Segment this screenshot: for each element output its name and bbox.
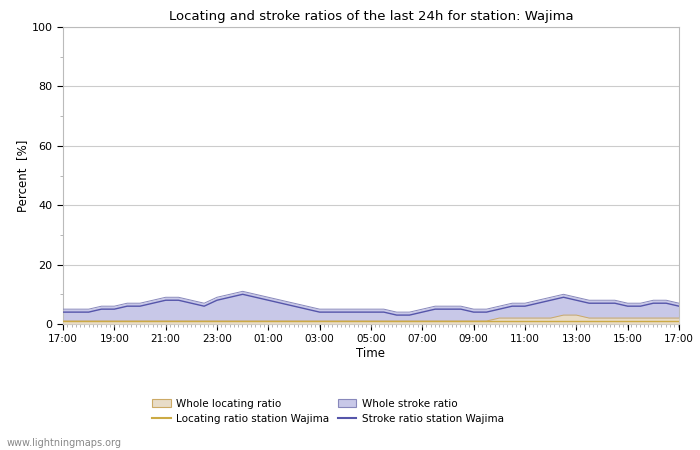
- X-axis label: Time: Time: [356, 347, 386, 360]
- Y-axis label: Percent  [%]: Percent [%]: [16, 140, 29, 212]
- Legend: Whole locating ratio, Locating ratio station Wajima, Whole stroke ratio, Stroke : Whole locating ratio, Locating ratio sta…: [148, 395, 508, 428]
- Text: www.lightningmaps.org: www.lightningmaps.org: [7, 438, 122, 448]
- Title: Locating and stroke ratios of the last 24h for station: Wajima: Locating and stroke ratios of the last 2…: [169, 10, 573, 23]
